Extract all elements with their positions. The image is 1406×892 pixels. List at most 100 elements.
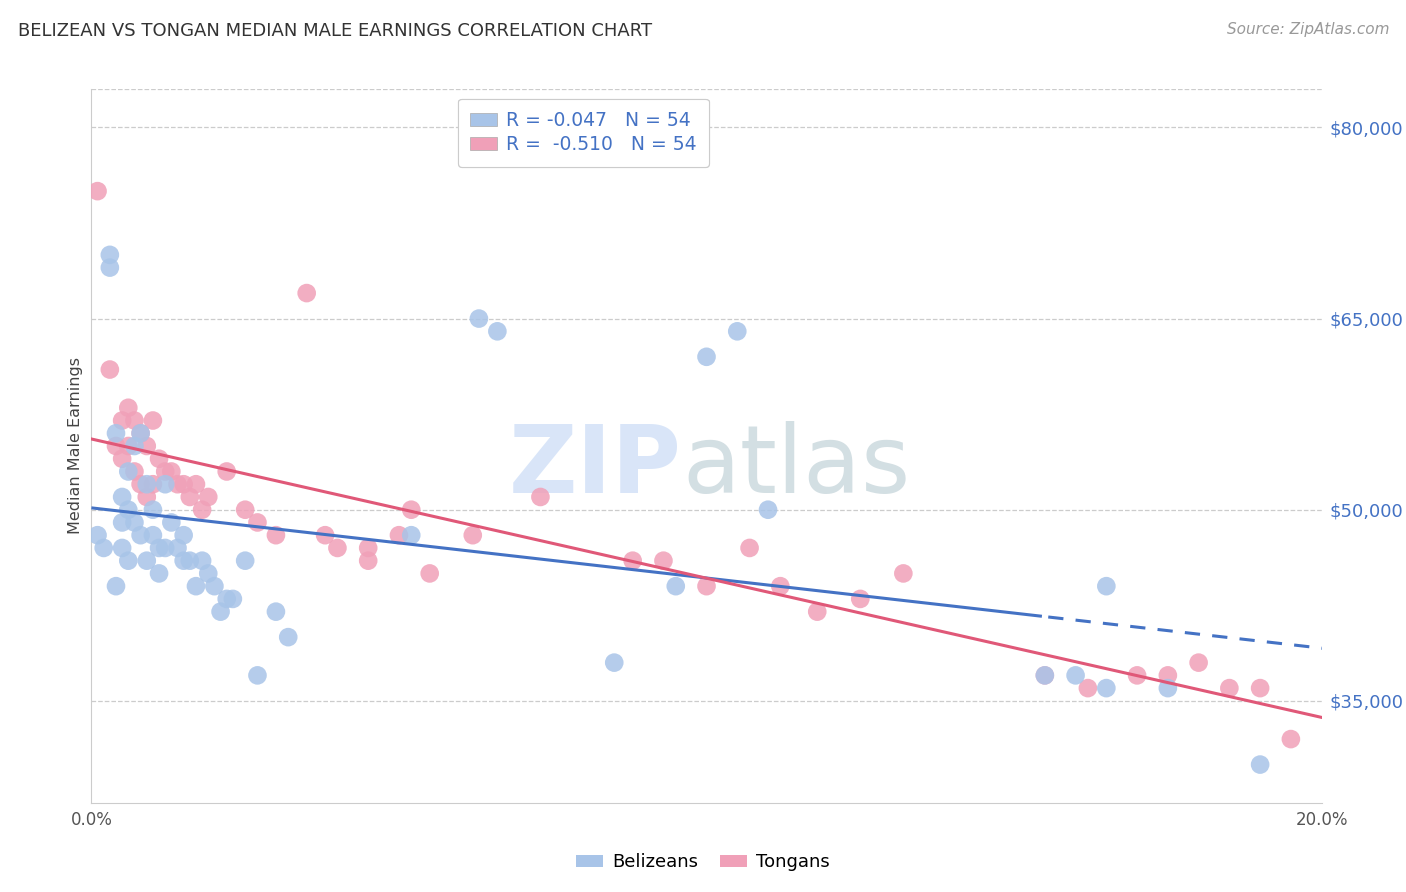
Point [124, 413, 146, 427]
Point [314, 528, 336, 542]
Point [769, 579, 792, 593]
Point [129, 426, 152, 441]
Point [652, 554, 675, 568]
Point [1033, 668, 1056, 682]
Point [1218, 681, 1240, 695]
Point [160, 516, 183, 530]
Point [215, 465, 238, 479]
Point [117, 439, 139, 453]
Legend: Belizeans, Tongans: Belizeans, Tongans [569, 847, 837, 879]
Point [295, 286, 318, 301]
Point [246, 668, 269, 682]
Point [142, 502, 165, 516]
Point [111, 490, 134, 504]
Point [399, 502, 422, 516]
Point [98, 248, 121, 262]
Point [98, 362, 121, 376]
Point [111, 516, 134, 530]
Point [191, 502, 214, 516]
Point [486, 324, 509, 338]
Point [468, 311, 491, 326]
Point [160, 465, 183, 479]
Point [891, 566, 914, 581]
Point [166, 541, 188, 555]
Point [124, 465, 146, 479]
Point [86, 528, 108, 542]
Point [756, 502, 779, 516]
Point [179, 490, 201, 504]
Point [1279, 732, 1302, 747]
Point [129, 528, 152, 542]
Point [849, 591, 872, 606]
Point [738, 541, 761, 555]
Point [326, 541, 349, 555]
Point [388, 528, 411, 542]
Text: ZIP: ZIP [509, 421, 682, 514]
Point [135, 477, 157, 491]
Point [148, 566, 170, 581]
Point [264, 605, 287, 619]
Point [696, 579, 718, 593]
Point [86, 184, 108, 198]
Point [98, 260, 121, 275]
Point [142, 477, 165, 491]
Point [1033, 668, 1056, 682]
Point [1095, 681, 1118, 695]
Point [117, 401, 139, 415]
Point [135, 490, 157, 504]
Text: Source: ZipAtlas.com: Source: ZipAtlas.com [1226, 22, 1389, 37]
Point [277, 630, 299, 644]
Point [1157, 668, 1180, 682]
Point [1249, 757, 1271, 772]
Point [148, 541, 170, 555]
Point [173, 528, 195, 542]
Text: BELIZEAN VS TONGAN MEDIAN MALE EARNINGS CORRELATION CHART: BELIZEAN VS TONGAN MEDIAN MALE EARNINGS … [18, 22, 652, 40]
Point [173, 554, 195, 568]
Point [665, 579, 688, 593]
Legend: R = -0.047   N = 54, R =  -0.510   N = 54: R = -0.047 N = 54, R = -0.510 N = 54 [458, 99, 709, 167]
Point [806, 605, 828, 619]
Point [696, 350, 718, 364]
Point [93, 541, 115, 555]
Point [215, 591, 238, 606]
Point [148, 451, 170, 466]
Point [357, 554, 380, 568]
Point [725, 324, 748, 338]
Y-axis label: Median Male Earnings: Median Male Earnings [67, 358, 83, 534]
Point [111, 541, 134, 555]
Point [1077, 681, 1099, 695]
Point [603, 656, 626, 670]
Point [166, 477, 188, 491]
Point [1157, 681, 1180, 695]
Point [111, 413, 134, 427]
Point [142, 413, 165, 427]
Point [197, 566, 219, 581]
Point [209, 605, 232, 619]
Point [111, 451, 134, 466]
Point [1249, 681, 1271, 695]
Point [142, 528, 165, 542]
Point [184, 579, 207, 593]
Point [233, 502, 256, 516]
Point [179, 554, 201, 568]
Point [105, 426, 127, 441]
Point [117, 465, 139, 479]
Point [1126, 668, 1149, 682]
Point [222, 591, 245, 606]
Point [105, 579, 127, 593]
Point [129, 477, 152, 491]
Point [173, 477, 195, 491]
Point [1095, 579, 1118, 593]
Point [135, 554, 157, 568]
Point [117, 554, 139, 568]
Point [529, 490, 551, 504]
Point [246, 516, 269, 530]
Point [191, 554, 214, 568]
Point [264, 528, 287, 542]
Point [1187, 656, 1209, 670]
Point [153, 477, 177, 491]
Point [153, 465, 177, 479]
Point [117, 502, 139, 516]
Point [124, 516, 146, 530]
Point [399, 528, 422, 542]
